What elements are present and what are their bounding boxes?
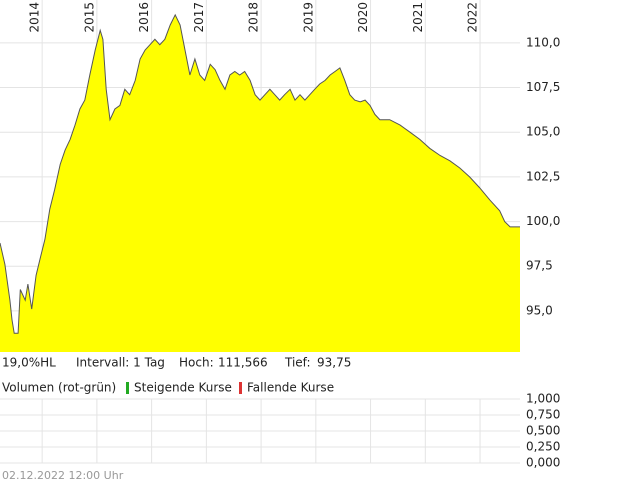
- high-value: 111,566: [218, 356, 268, 370]
- plot-layer: [0, 0, 520, 464]
- y-tick-label: 97,5: [526, 259, 553, 273]
- y-tick-label: 107,5: [526, 80, 560, 94]
- scale-info: 19,0%HL: [2, 356, 56, 370]
- y-tick-label: 105,0: [526, 125, 560, 139]
- legend-label: Fallende Kurse: [247, 381, 334, 395]
- legend-swatch: [239, 382, 242, 394]
- high-label: Hoch:: [179, 356, 214, 370]
- y-tick-label: 1,000: [526, 392, 560, 406]
- y-tick-label: 0,500: [526, 424, 560, 438]
- y-tick-label: 0,750: [526, 408, 560, 422]
- y-tick-label: 110,0: [526, 35, 560, 49]
- x-tick-label: 2017: [192, 2, 206, 33]
- x-tick-label: 2016: [137, 2, 151, 33]
- y-tick-label: 95,0: [526, 303, 553, 317]
- y-tick-label: 100,0: [526, 214, 560, 228]
- x-tick-label: 2015: [82, 2, 96, 33]
- low-value: 93,75: [317, 356, 351, 370]
- interval-info: Intervall: 1 Tag: [76, 356, 165, 370]
- mark-layer: [0, 13, 520, 353]
- x-tick-label: 2022: [466, 2, 480, 33]
- x-tick-label: 2018: [247, 2, 261, 33]
- x-tick-label: 2020: [356, 2, 370, 33]
- x-tick-label: 2014: [28, 2, 42, 33]
- low-label: Tief:: [284, 356, 311, 370]
- legend-swatch: [126, 382, 129, 394]
- timestamp: 02.12.2022 12:00 Uhr: [2, 469, 124, 482]
- y-tick-label: 0,000: [526, 456, 560, 470]
- x-tick-label: 2021: [411, 2, 425, 33]
- volume-title: Volumen (rot-grün): [2, 381, 116, 395]
- price-area: [0, 14, 520, 353]
- x-tick-label: 2019: [301, 2, 315, 33]
- legend-label: Steigende Kurse: [134, 381, 232, 395]
- price-line: [0, 13, 520, 334]
- y-tick-label: 0,250: [526, 440, 560, 454]
- y-tick-label: 102,5: [526, 169, 560, 183]
